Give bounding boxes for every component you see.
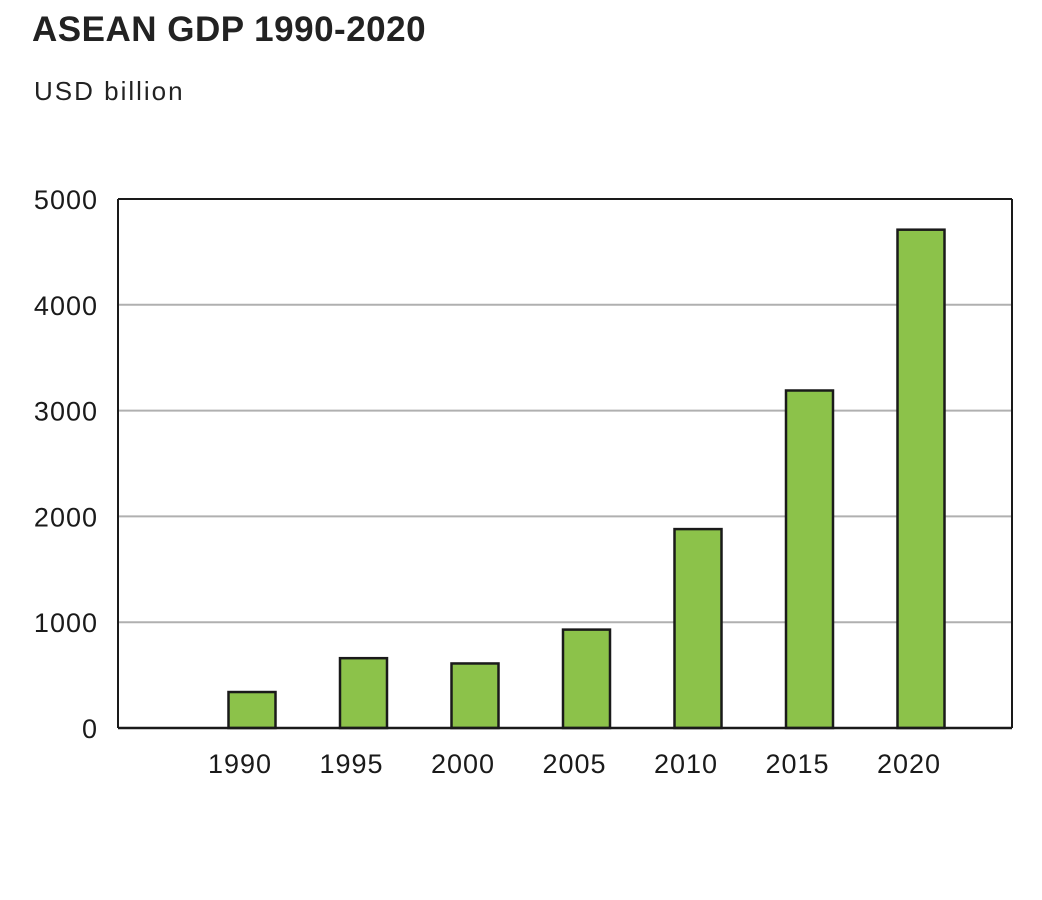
y-tick-label: 0 xyxy=(82,714,98,744)
gridlines xyxy=(118,303,1012,624)
bar-1995 xyxy=(338,656,389,730)
x-tick-label: 2010 xyxy=(654,749,718,779)
bar-2005 xyxy=(561,628,612,730)
x-tick-label: 2000 xyxy=(431,749,495,779)
bar-2010 xyxy=(673,527,723,730)
x-tick-label: 2005 xyxy=(542,749,606,779)
bar-2015 xyxy=(784,389,835,730)
y-tick-label: 4000 xyxy=(34,291,98,321)
x-axis-ticks: 1990 1995 2000 2005 2010 2015 2020 xyxy=(208,749,941,779)
bar-1990 xyxy=(227,690,277,730)
y-tick-label: 1000 xyxy=(34,608,98,638)
chart-title: ASEAN GDP 1990-2020 xyxy=(32,10,427,49)
x-tick-label: 2015 xyxy=(765,749,829,779)
y-axis-ticks: 0 1000 2000 3000 4000 5000 xyxy=(34,185,98,744)
y-tick-label: 2000 xyxy=(34,502,98,532)
x-tick-label: 2020 xyxy=(877,749,941,779)
chart-subtitle: USD billion xyxy=(34,76,185,106)
x-tick-label: 1995 xyxy=(319,749,383,779)
y-tick-label: 5000 xyxy=(34,185,98,215)
bar-2000 xyxy=(450,662,500,730)
y-tick-label: 3000 xyxy=(34,397,98,427)
x-tick-label: 1990 xyxy=(208,749,272,779)
axes xyxy=(117,198,1013,730)
bar-2020 xyxy=(896,228,946,730)
